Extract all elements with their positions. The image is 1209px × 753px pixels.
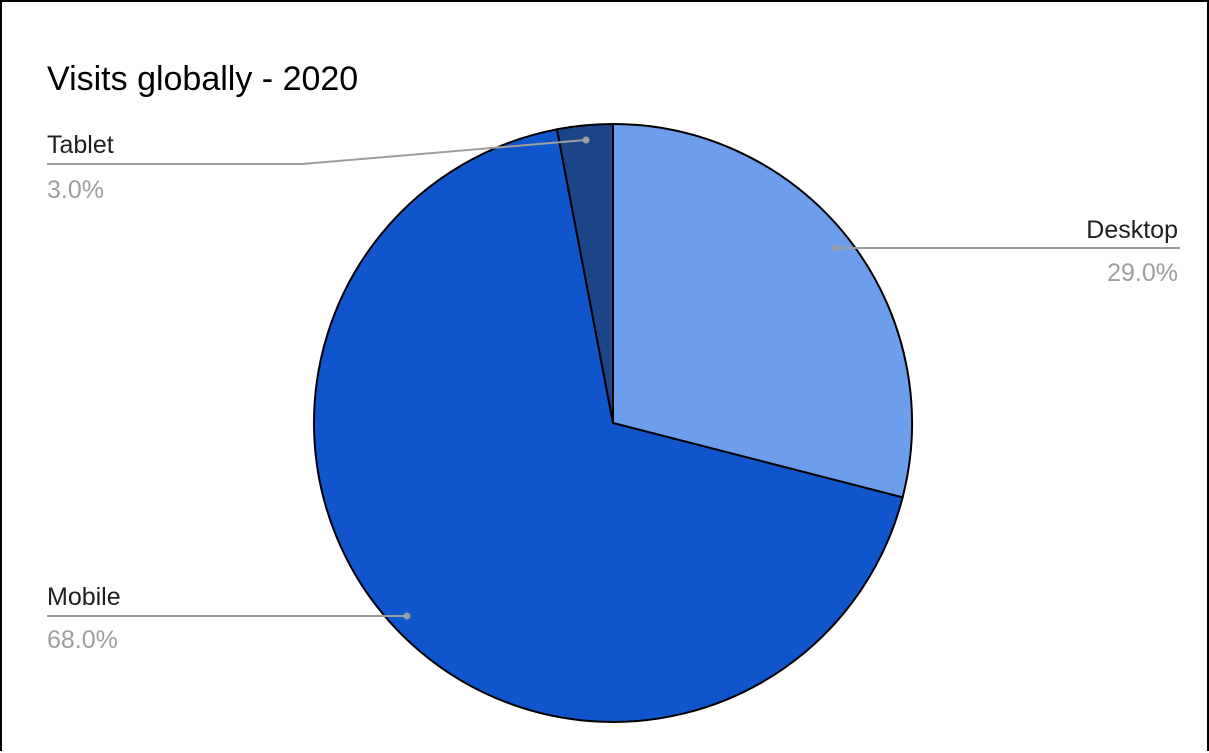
pie-slice-mobile <box>313 128 904 723</box>
slice-percent-desktop: 29.0% <box>1107 259 1178 287</box>
chart-title: Visits globally - 2020 <box>47 60 358 98</box>
pie-slice-tablet <box>555 122 614 424</box>
leader-dot-mobile <box>403 612 411 620</box>
slice-label-mobile: Mobile <box>47 583 121 611</box>
leader-line-tablet <box>47 139 587 165</box>
slice-percent-tablet: 3.0% <box>47 176 104 204</box>
slice-label-tablet: Tablet <box>47 131 114 159</box>
pie-slices <box>313 122 913 723</box>
slice-percent-mobile: 68.0% <box>47 626 118 654</box>
slice-labels: Desktop 29.0% Mobile 68.0% Tablet 3.0% <box>47 131 1180 654</box>
slice-label-desktop: Desktop <box>1086 216 1178 244</box>
pie-slice-desktop <box>612 122 913 499</box>
leader-dot-desktop <box>832 244 840 252</box>
leader-dot-tablet <box>582 136 590 144</box>
